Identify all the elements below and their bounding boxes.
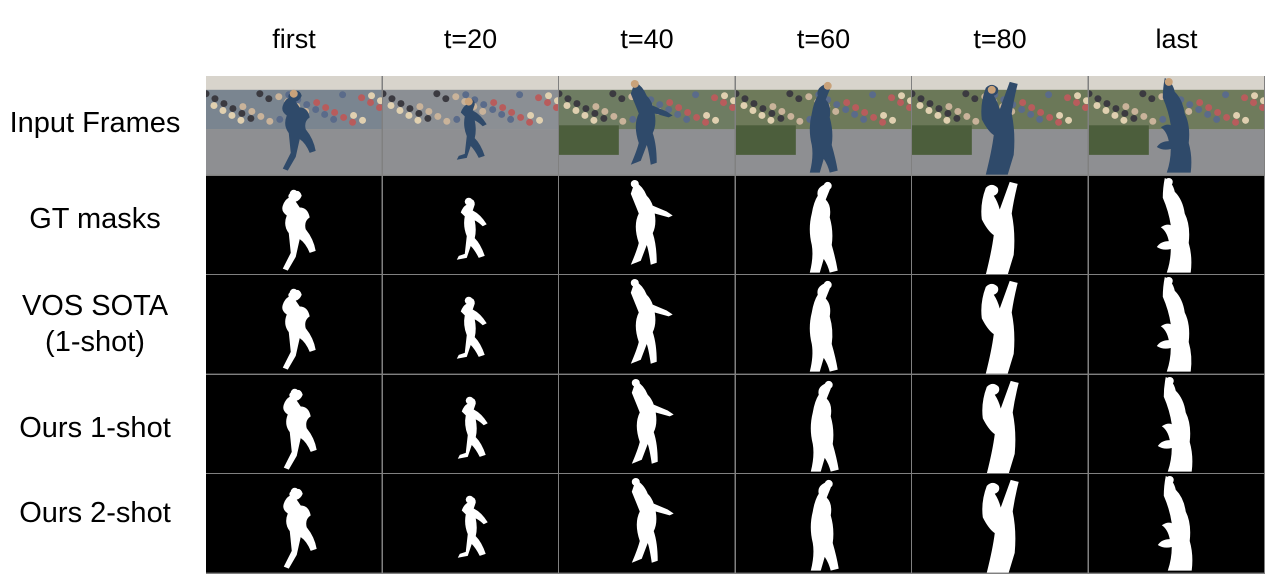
input-frame-image bbox=[206, 76, 382, 175]
input-frame-image bbox=[1088, 76, 1264, 175]
mask-image bbox=[1088, 474, 1264, 573]
mask-image bbox=[1088, 275, 1264, 374]
mask-image bbox=[912, 474, 1088, 573]
mask-image bbox=[206, 175, 382, 275]
row-label: VOS SOTA (1-shot) bbox=[21, 290, 169, 358]
mask-image bbox=[382, 374, 558, 474]
mask-image bbox=[1088, 175, 1264, 275]
mask-image bbox=[206, 474, 382, 573]
column-header: last bbox=[1155, 24, 1198, 54]
row-label: Ours 1-shot bbox=[19, 412, 171, 444]
mask-image bbox=[559, 374, 735, 474]
input-frame-image bbox=[735, 76, 911, 175]
mask-image bbox=[735, 175, 911, 275]
mask-image bbox=[912, 175, 1088, 275]
column-header: t=60 bbox=[796, 24, 851, 54]
mask-image bbox=[382, 175, 558, 275]
mask-image bbox=[559, 175, 735, 275]
input-frame-image bbox=[382, 76, 558, 175]
mask-image bbox=[912, 275, 1088, 374]
mask-image bbox=[382, 474, 558, 573]
row-label: Input Frames bbox=[9, 107, 181, 139]
results-grid bbox=[206, 76, 1265, 574]
column-header: first bbox=[272, 24, 316, 54]
mask-image bbox=[1088, 374, 1264, 474]
mask-image bbox=[206, 374, 382, 474]
row-label: Ours 2-shot bbox=[19, 497, 171, 529]
mask-image bbox=[912, 374, 1088, 474]
mask-image bbox=[735, 275, 911, 374]
input-frame-image bbox=[912, 76, 1088, 175]
mask-image bbox=[382, 275, 558, 374]
mask-image bbox=[735, 374, 911, 474]
column-header: t=20 bbox=[443, 24, 498, 54]
column-header: t=40 bbox=[620, 24, 674, 54]
mask-image bbox=[206, 275, 382, 374]
column-header: t=80 bbox=[973, 24, 1027, 54]
mask-image bbox=[559, 474, 735, 573]
mask-image bbox=[735, 474, 911, 573]
row-label: GT masks bbox=[29, 203, 161, 235]
mask-image bbox=[559, 275, 735, 374]
input-frame-image bbox=[559, 76, 735, 175]
